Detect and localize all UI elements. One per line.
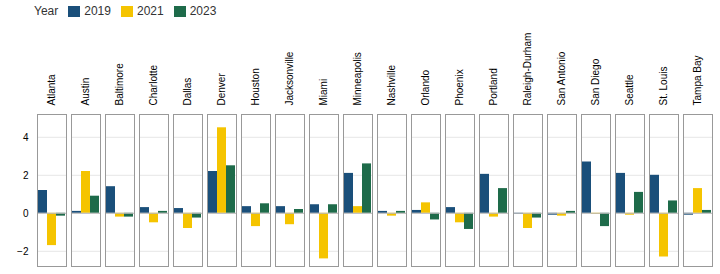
html-text:2023: 2023 [189, 4, 217, 18]
svg-text:Jacksonville: Jacksonville [284, 51, 295, 105]
svg-text:4: 4 [23, 132, 29, 143]
svg-text:2: 2 [23, 170, 29, 181]
html-text:Year: Year [34, 4, 59, 18]
svg-text:St. Louis: St. Louis [658, 67, 669, 106]
svg-text:Baltimore: Baltimore [114, 63, 125, 106]
svg-text:San Antonio: San Antonio [556, 51, 567, 105]
svg-text:−2: −2 [17, 246, 29, 257]
svg-text:Portland: Portland [488, 68, 499, 105]
svg-text:Atlanta: Atlanta [46, 74, 57, 106]
svg-text:Houston: Houston [250, 68, 261, 105]
svg-text:Austin: Austin [80, 78, 91, 106]
svg-text:Minneapolis: Minneapolis [352, 52, 363, 105]
svg-text:Raleigh-Durham: Raleigh-Durham [522, 33, 533, 106]
svg-text:Nashville: Nashville [386, 64, 397, 105]
svg-text:Dallas: Dallas [182, 78, 193, 106]
svg-text:Phoenix: Phoenix [454, 69, 465, 105]
svg-text:Miami: Miami [318, 79, 329, 106]
html-text:2019: 2019 [84, 4, 111, 18]
svg-text:San Diego: San Diego [590, 58, 601, 105]
svg-text:Charlotte: Charlotte [148, 64, 159, 105]
svg-text:Seattle: Seattle [624, 74, 635, 106]
svg-text:0: 0 [23, 208, 29, 219]
html-text:2021: 2021 [137, 4, 164, 18]
svg-text:Tampa Bay: Tampa Bay [692, 55, 703, 105]
svg-text:Orlando: Orlando [420, 69, 431, 105]
svg-text:Denver: Denver [216, 73, 227, 106]
